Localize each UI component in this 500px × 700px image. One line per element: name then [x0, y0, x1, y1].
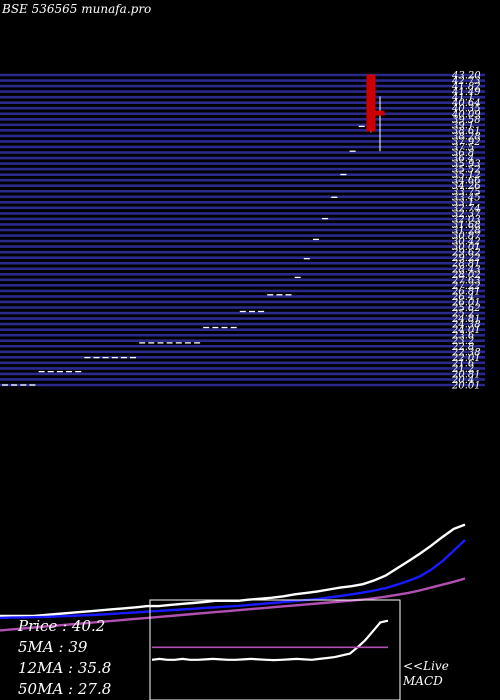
price-level-label: 41.1: [451, 93, 474, 104]
price-level-label: 39.1: [452, 120, 474, 131]
price-level-label: 22.01: [451, 353, 481, 364]
price-level-label: 29.22: [451, 253, 481, 264]
price-level-label: 32.03: [452, 214, 481, 225]
price-level-label: 30.01: [452, 242, 481, 253]
price-level-label: 39.58: [452, 115, 481, 126]
price-level-label: 36.8: [452, 148, 474, 159]
price-level-label: 24.01: [451, 325, 481, 336]
chart-title: BSE 536565 munafa.pro: [1, 2, 151, 16]
price-level-label: 29.62: [451, 248, 481, 259]
price-level-label: 33.45: [452, 192, 481, 203]
price-level-label: 28.81: [451, 259, 481, 270]
ma12-label: 12MA : 35.8: [18, 659, 111, 677]
price-level-label: 35.93: [452, 159, 481, 170]
price-level-label: 38.28: [452, 131, 481, 142]
price-level-label: 20.01: [451, 381, 481, 392]
price-level-label: 37.5: [452, 142, 474, 153]
price-level-label: 28.02: [451, 270, 481, 281]
candles: [2, 74, 385, 386]
ma50-label: 50MA : 27.8: [18, 680, 111, 698]
price-level-label: 43.20: [451, 71, 481, 82]
price-level-label: 24.81: [451, 314, 481, 325]
price-level-label: 32.74: [452, 203, 481, 214]
price-level-label: 22.8: [451, 342, 474, 353]
macd-live-label: <<Live: [403, 659, 449, 673]
price-level-label: 32.37: [452, 209, 481, 220]
price-level-label: 35.52: [452, 165, 481, 176]
price-level-label: 30.42: [452, 237, 481, 248]
price-level-label: 40.09: [451, 109, 481, 120]
price-level-label: 34.66: [452, 176, 481, 187]
macd-title-label: MACD: [402, 674, 443, 688]
price-level-label: 20.4: [451, 375, 474, 386]
price-level-label: 31.28: [452, 226, 481, 237]
price-level-label: 27.22: [451, 281, 481, 292]
price-level-label: 23.6: [451, 331, 475, 342]
ma-line-12ma: [0, 539, 466, 620]
ma5-label: 5MA : 39: [18, 638, 88, 656]
price-level-label: 25.62: [451, 303, 481, 314]
price-level-label: 41.49: [451, 87, 481, 98]
price-level-label: 41.82: [451, 82, 481, 93]
price-level-label: 27.63: [451, 275, 481, 286]
price-axis-labels: 43.2042.7341.8241.4941.140.6440.3540.093…: [451, 71, 481, 392]
price-level-label: 26.01: [451, 297, 481, 308]
price-level-label: 42.73: [451, 76, 481, 87]
price-level-label: 36.4: [452, 154, 474, 165]
price-level-label: 26.4: [451, 292, 474, 303]
macd-panel: [149, 599, 401, 700]
price-level-label: 21.6: [451, 358, 475, 369]
candle-body-down: [375, 110, 385, 116]
price-grid: [0, 73, 485, 387]
price-label: Price : 40.2: [17, 617, 105, 635]
price-level-label: 37.92: [452, 137, 481, 148]
price-level-label: 22.38: [451, 347, 481, 358]
price-level-label: 34.26: [452, 181, 481, 192]
moving-averages: [0, 523, 466, 632]
price-level-label: 23.2: [451, 336, 474, 347]
price-level-label: 28.43: [451, 264, 481, 275]
price-level-label: 40.35: [451, 104, 481, 115]
ma-line-50ma: [0, 577, 466, 632]
price-level-label: 33.75: [452, 187, 481, 198]
price-level-label: 20.81: [451, 369, 481, 380]
price-level-label: 21.2: [451, 364, 474, 375]
price-level-label: 33.1: [452, 198, 474, 209]
ma-line-5ma: [0, 523, 466, 618]
price-level-label: 26.81: [451, 286, 481, 297]
price-level-label: 40.64: [451, 98, 481, 109]
price-level-label: 24.38: [451, 320, 481, 331]
price-level-label: 30.87: [452, 231, 481, 242]
macd-panel-border: [149, 599, 401, 700]
price-level-label: 35.12: [452, 170, 481, 181]
price-level-label: 25.2: [451, 309, 474, 320]
price-level-label: 38.61: [452, 126, 481, 137]
price-level-label: 31.68: [452, 220, 481, 231]
macd-line-macd: [151, 619, 389, 662]
candle-body-down: [366, 74, 376, 132]
